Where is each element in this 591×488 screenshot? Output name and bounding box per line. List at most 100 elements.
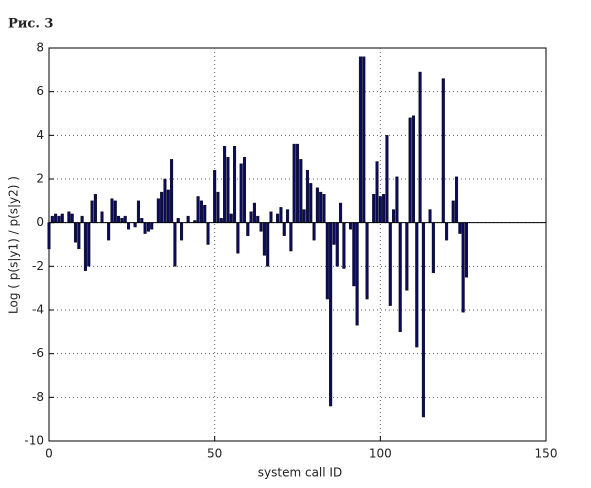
bar xyxy=(292,143,296,223)
bar xyxy=(166,189,170,223)
y-tick-label: 6 xyxy=(36,84,44,98)
y-tick-label: 8 xyxy=(36,41,44,55)
bar xyxy=(339,202,343,223)
bar xyxy=(455,176,459,223)
bar xyxy=(319,191,323,223)
bar xyxy=(196,196,200,223)
bar xyxy=(332,222,336,245)
y-tick-label: -2 xyxy=(32,259,44,273)
bar xyxy=(107,222,111,241)
bar xyxy=(176,218,180,223)
x-axis-label: system call ID xyxy=(258,466,342,480)
bar xyxy=(276,213,280,223)
bar xyxy=(262,222,266,256)
bar xyxy=(352,222,356,287)
bar xyxy=(113,200,117,223)
bar xyxy=(348,222,353,230)
bar xyxy=(329,222,333,407)
y-tick-label: -8 xyxy=(32,390,44,404)
y-tick-label: -4 xyxy=(32,303,44,317)
bar xyxy=(180,222,184,241)
bar xyxy=(223,146,227,223)
bar xyxy=(375,161,379,223)
bar xyxy=(302,209,306,223)
bar xyxy=(239,163,243,223)
y-tick-label: -10 xyxy=(24,434,44,448)
chart-title: Рис. 3 xyxy=(8,17,53,32)
y-axis-label: Log ( p(s|y1) / p(s|y2) ) xyxy=(7,176,21,314)
bar xyxy=(322,194,326,223)
bar xyxy=(73,222,78,243)
bar xyxy=(269,211,273,223)
bar xyxy=(143,222,147,234)
bar xyxy=(233,146,237,223)
bar xyxy=(156,198,160,223)
bar xyxy=(252,202,256,223)
bar xyxy=(282,222,286,236)
x-tick-label: 0 xyxy=(45,447,53,461)
bar xyxy=(395,176,399,223)
bar xyxy=(50,215,54,223)
bar xyxy=(186,215,190,223)
bar xyxy=(57,215,61,223)
bar xyxy=(378,196,382,223)
bar xyxy=(90,200,94,223)
bar xyxy=(464,222,469,278)
bar xyxy=(388,222,392,306)
bar xyxy=(87,222,91,267)
bar xyxy=(60,213,64,223)
bar xyxy=(279,207,283,223)
bar xyxy=(163,178,167,223)
bar xyxy=(266,222,270,267)
bar xyxy=(305,170,309,223)
bar xyxy=(206,222,210,245)
bar xyxy=(242,156,247,223)
bar xyxy=(93,194,97,223)
bar xyxy=(372,194,376,223)
bar xyxy=(405,222,409,291)
bar xyxy=(236,222,240,254)
bar xyxy=(110,198,114,223)
plot-frame xyxy=(48,47,547,442)
bar xyxy=(126,222,131,230)
bar xyxy=(415,222,419,348)
bar xyxy=(47,222,51,250)
bar xyxy=(216,191,220,223)
bar xyxy=(451,200,455,223)
bar xyxy=(77,222,81,250)
bar xyxy=(140,218,144,223)
y-tick-label: -6 xyxy=(32,346,44,360)
bar xyxy=(256,215,260,223)
bar xyxy=(309,183,313,223)
bar xyxy=(342,222,346,269)
bar xyxy=(146,222,150,232)
bar xyxy=(431,222,435,274)
x-tick-label: 100 xyxy=(369,447,392,461)
bar xyxy=(365,222,369,300)
bar xyxy=(428,209,432,223)
bar xyxy=(392,209,396,223)
bar xyxy=(315,187,319,223)
bar xyxy=(441,78,445,223)
bar xyxy=(213,170,217,223)
bar xyxy=(325,222,329,300)
bar xyxy=(411,115,415,223)
x-tick-label: 150 xyxy=(535,447,558,461)
bar xyxy=(355,222,359,326)
bar xyxy=(385,135,389,223)
bar xyxy=(335,222,339,267)
bar xyxy=(445,222,449,241)
bar xyxy=(299,159,303,223)
bar xyxy=(160,191,164,223)
bar xyxy=(67,211,71,223)
bar xyxy=(133,222,137,228)
bar xyxy=(418,71,422,223)
bar xyxy=(461,222,465,313)
bar xyxy=(54,213,58,223)
bar xyxy=(312,222,316,241)
bar xyxy=(289,222,293,252)
bar xyxy=(173,222,177,267)
bar xyxy=(408,117,412,223)
y-tick-label: 4 xyxy=(36,128,44,142)
